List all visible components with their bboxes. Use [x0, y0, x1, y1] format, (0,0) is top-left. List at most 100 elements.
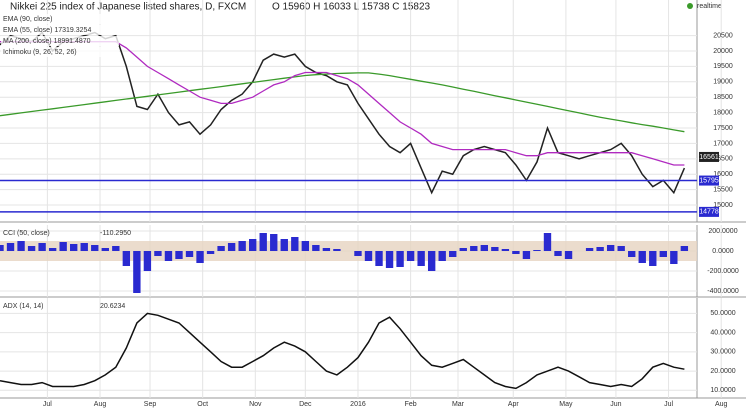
bar [322, 248, 331, 251]
bar [617, 246, 625, 251]
bar [512, 251, 520, 254]
bar [154, 251, 162, 256]
bar [70, 244, 78, 251]
bar [270, 234, 278, 251]
bar [259, 233, 267, 251]
chart-title: Nikkei 225 index of Japanese listed shar… [10, 2, 246, 13]
ohlc: O 15960 H 16033 L 15738 C 15823 [272, 2, 431, 13]
indicator-title: ADX (14, 14) [3, 303, 43, 310]
bar [38, 243, 46, 251]
x-tick-label: Sep [144, 401, 157, 408]
price-box [699, 175, 719, 186]
x-tick-label: Dec [299, 401, 312, 408]
bar [638, 251, 646, 263]
x-tick-label: Mar [452, 401, 465, 408]
bar [164, 251, 173, 261]
bar [659, 251, 667, 257]
bar [396, 251, 404, 267]
bar [375, 251, 383, 266]
y-tick-label: 20.0000 [710, 368, 735, 375]
y-tick-label: 18000 [713, 109, 733, 116]
y-tick-label: -400.0000 [707, 288, 739, 295]
bar [364, 251, 373, 261]
legend-box [1, 47, 119, 57]
last-price-box [699, 151, 719, 162]
bar [596, 247, 604, 251]
y-tick-label: -200.0000 [707, 268, 739, 275]
price-label: 14778 [699, 209, 719, 216]
bar [501, 249, 510, 251]
bar [143, 251, 152, 271]
bar [185, 251, 194, 257]
line-series [0, 72, 685, 133]
bar [649, 251, 657, 266]
x-tick-label: Aug [715, 401, 728, 408]
bar [301, 241, 310, 251]
bar [533, 250, 541, 251]
bar [249, 239, 257, 251]
y-tick-label: 18500 [713, 94, 733, 101]
bar [80, 243, 88, 251]
y-tick-label: 200.0000 [708, 228, 737, 235]
bar [449, 251, 457, 257]
bar [227, 243, 236, 251]
indicator-title: CCI (50, close) [3, 230, 50, 237]
x-tick-label: Apr [508, 401, 520, 408]
y-tick-label: 20500 [713, 32, 733, 39]
y-tick-label: 15500 [713, 186, 733, 193]
y-tick-label: 19000 [713, 79, 733, 86]
bar [6, 243, 15, 251]
bar [670, 251, 678, 264]
x-tick-label: Oct [197, 401, 208, 408]
bar [354, 251, 362, 256]
bar [417, 251, 425, 266]
bar [491, 247, 499, 251]
price-label: 15795 [699, 177, 719, 184]
bar [459, 248, 467, 251]
y-tick-label: 30.0000 [710, 349, 735, 356]
legend-box [1, 14, 119, 24]
y-tick-label: 50.0000 [710, 310, 735, 317]
x-tick-label: Nov [249, 401, 262, 408]
bar [585, 248, 594, 251]
y-tick-label: 0.0000 [712, 248, 734, 255]
y-tick-label: 40.0000 [710, 329, 735, 336]
bar [112, 246, 120, 251]
bar [175, 251, 183, 259]
bar [217, 246, 225, 251]
bar [606, 245, 615, 251]
legend-label: EMA (55, close) 17319.3254 [3, 27, 91, 34]
legend-box [1, 25, 119, 35]
bar [133, 251, 141, 293]
bar [238, 241, 246, 251]
bar [312, 245, 320, 251]
last-price: 16561 [699, 154, 719, 161]
x-tick-label: 2016 [350, 401, 366, 408]
bar [522, 251, 531, 259]
price-box [699, 206, 719, 217]
y-tick-label: 15000 [713, 202, 733, 209]
bar [680, 246, 689, 251]
x-tick-label: Jul [664, 401, 673, 408]
bar [0, 245, 4, 251]
y-tick-label: 17500 [713, 125, 733, 132]
x-tick-label: May [559, 401, 573, 408]
y-tick-label: 17000 [713, 140, 733, 147]
indicator-value: -110.2950 [100, 230, 131, 237]
bar [122, 251, 131, 266]
bar [385, 251, 394, 268]
bar [480, 245, 488, 251]
bar [291, 237, 299, 251]
bar [48, 248, 57, 251]
bar [427, 251, 436, 271]
bar [470, 246, 478, 251]
bar [564, 251, 573, 259]
y-tick-label: 20000 [713, 48, 733, 55]
legend-box [1, 36, 119, 46]
legend-label: Ichimoku (9, 26, 52, 26) [3, 49, 77, 56]
bar [101, 248, 109, 251]
x-tick-label: Feb [405, 401, 417, 408]
bar [91, 245, 99, 251]
y-tick-label: 16000 [713, 171, 733, 178]
